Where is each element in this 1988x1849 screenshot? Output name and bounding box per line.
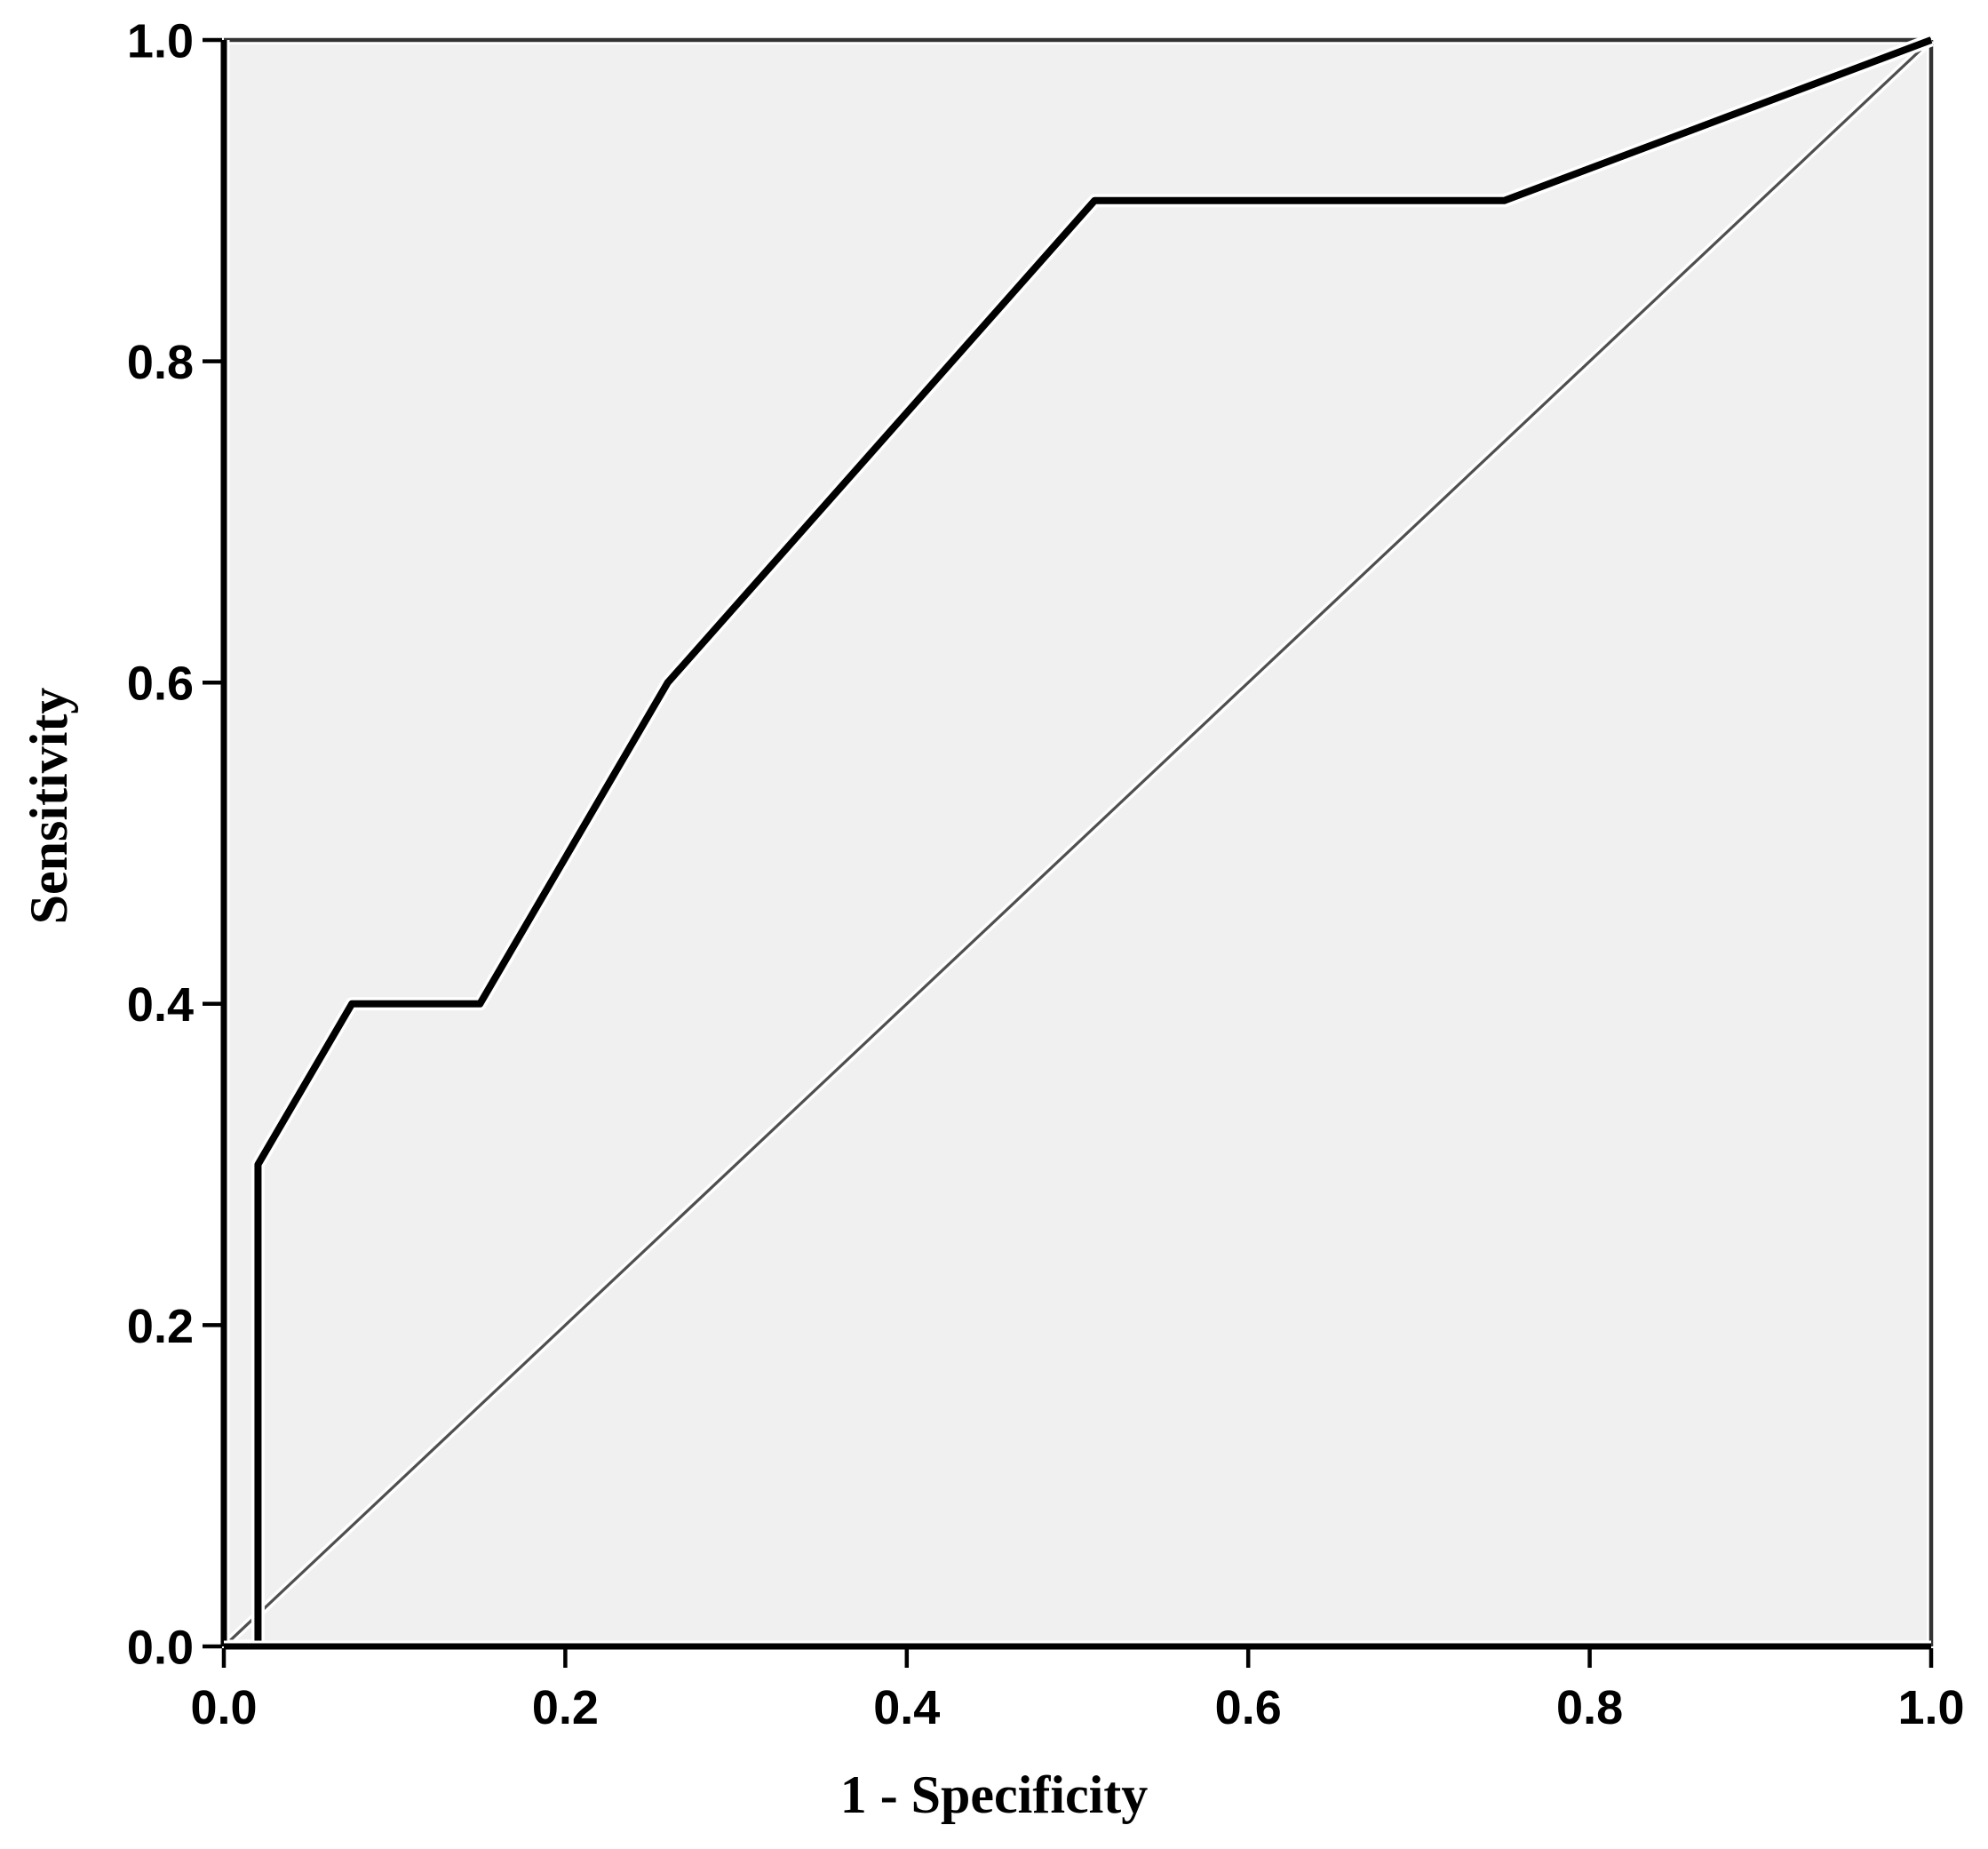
x-tick-label: 0.4	[873, 1681, 940, 1734]
y-tick-label: 1.0	[127, 14, 194, 68]
reference-line	[222, 38, 1933, 1648]
y-tick-label: 0.2	[127, 1300, 194, 1353]
x-tick-label: 0.8	[1556, 1681, 1623, 1734]
y-tick-label: 0.6	[127, 658, 194, 711]
x-axis-title: 1 - Specificity	[840, 1765, 1149, 1824]
x-tick-label: 0.6	[1215, 1681, 1282, 1734]
roc-curve	[224, 36, 1933, 1650]
x-tick-label: 0.2	[532, 1681, 599, 1734]
x-tick-label: 1.0	[1897, 1681, 1964, 1734]
y-tick-label: 0.0	[127, 1621, 194, 1674]
y-tick-label: 0.8	[127, 336, 194, 389]
x-tick-label: 0.0	[190, 1681, 257, 1734]
y-tick-label: 0.4	[127, 978, 194, 1032]
y-axis-title: Sensitivity	[20, 688, 78, 925]
chart-generated-layer: 0.0 0.2 0.4 0.6 0.8 1.0 0.0 0.2 0.4 0.6 0.8 1.0	[127, 14, 1965, 1734]
